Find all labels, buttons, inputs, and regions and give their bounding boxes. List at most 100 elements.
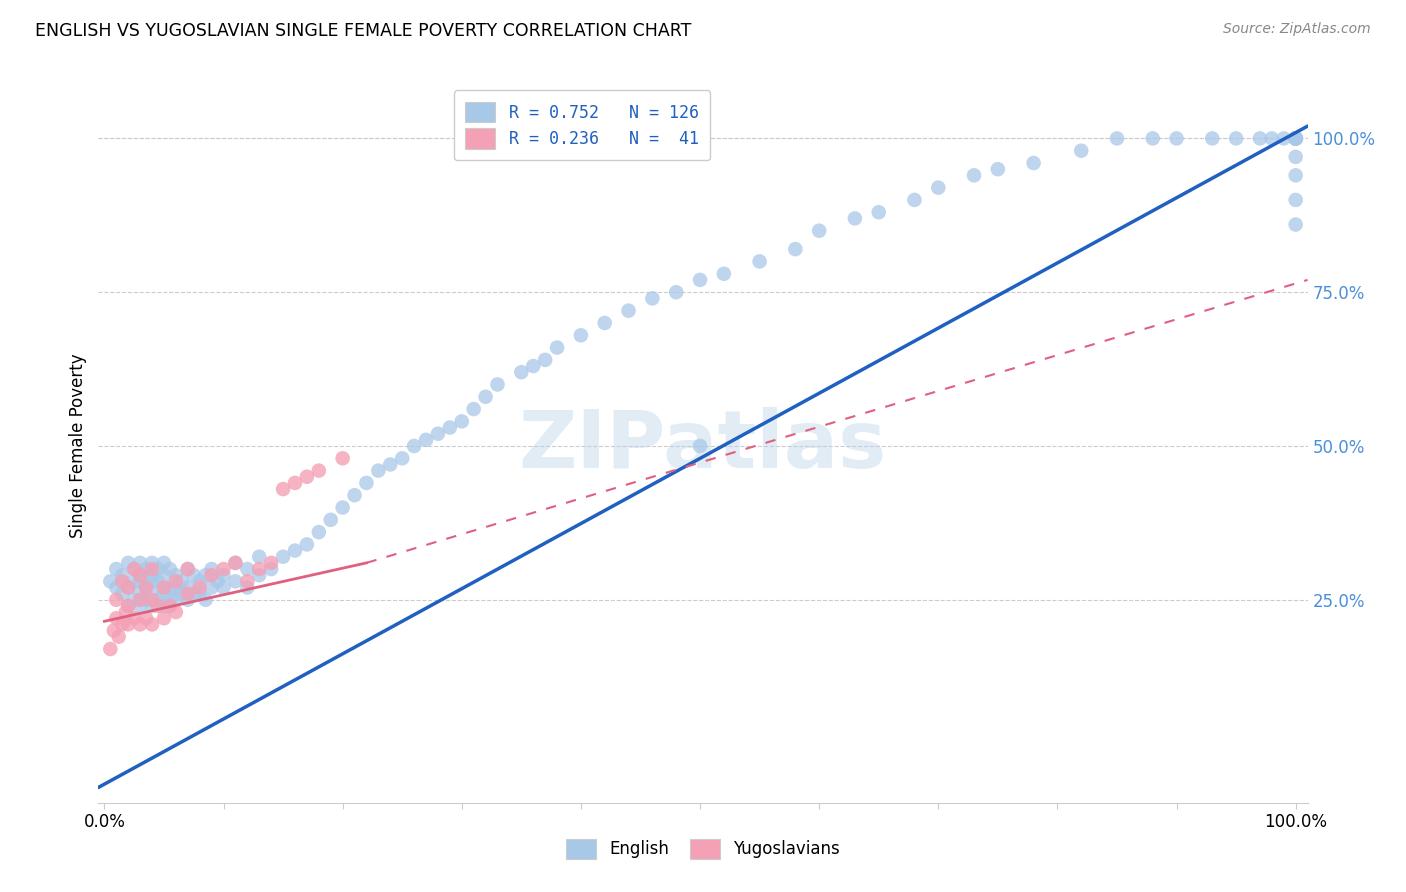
- Point: [1285, 131, 1308, 145]
- Point: [153, 581, 176, 595]
- Point: [1285, 131, 1308, 145]
- Point: [332, 451, 354, 466]
- Point: [141, 556, 163, 570]
- Point: [141, 568, 163, 582]
- Point: [1285, 150, 1308, 164]
- Point: [343, 488, 366, 502]
- Point: [129, 568, 152, 582]
- Point: [569, 328, 592, 343]
- Point: [194, 568, 217, 582]
- Point: [868, 205, 890, 219]
- Point: [1285, 193, 1308, 207]
- Point: [98, 642, 121, 657]
- Point: [117, 581, 139, 595]
- Point: [665, 285, 688, 300]
- Point: [271, 549, 294, 564]
- Point: [117, 581, 139, 595]
- Point: [510, 365, 533, 379]
- Point: [159, 599, 181, 613]
- Point: [165, 568, 187, 582]
- Point: [356, 475, 378, 490]
- Point: [808, 224, 831, 238]
- Point: [129, 599, 152, 613]
- Point: [319, 513, 342, 527]
- Point: [1285, 131, 1308, 145]
- Point: [284, 475, 307, 490]
- Legend: English, Yugoslavians: English, Yugoslavians: [560, 832, 846, 866]
- Point: [426, 426, 449, 441]
- Point: [105, 562, 128, 576]
- Point: [200, 562, 222, 576]
- Point: [212, 568, 235, 582]
- Point: [308, 525, 330, 540]
- Point: [903, 193, 925, 207]
- Point: [224, 574, 246, 589]
- Point: [713, 267, 735, 281]
- Point: [260, 562, 283, 576]
- Point: [170, 574, 193, 589]
- Point: [129, 587, 152, 601]
- Point: [689, 439, 711, 453]
- Point: [212, 581, 235, 595]
- Point: [141, 617, 163, 632]
- Point: [367, 464, 389, 478]
- Point: [1285, 218, 1308, 232]
- Point: [129, 568, 152, 582]
- Point: [135, 562, 157, 576]
- Point: [689, 273, 711, 287]
- Text: ENGLISH VS YUGOSLAVIAN SINGLE FEMALE POVERTY CORRELATION CHART: ENGLISH VS YUGOSLAVIAN SINGLE FEMALE POV…: [35, 22, 692, 40]
- Point: [439, 420, 461, 434]
- Point: [295, 537, 318, 551]
- Point: [1285, 131, 1308, 145]
- Point: [153, 611, 176, 625]
- Point: [188, 574, 211, 589]
- Point: [135, 581, 157, 595]
- Point: [141, 592, 163, 607]
- Point: [236, 574, 259, 589]
- Point: [177, 562, 200, 576]
- Point: [117, 617, 139, 632]
- Point: [177, 581, 200, 595]
- Point: [188, 581, 211, 595]
- Point: [135, 611, 157, 625]
- Point: [129, 617, 152, 632]
- Point: [129, 574, 152, 589]
- Point: [146, 574, 169, 589]
- Point: [170, 587, 193, 601]
- Point: [122, 562, 145, 576]
- Point: [105, 581, 128, 595]
- Point: [207, 574, 229, 589]
- Point: [183, 568, 205, 582]
- Point: [332, 500, 354, 515]
- Point: [159, 581, 181, 595]
- Point: [1225, 131, 1247, 145]
- Point: [1166, 131, 1188, 145]
- Point: [963, 169, 986, 183]
- Point: [927, 180, 949, 194]
- Point: [105, 611, 128, 625]
- Point: [111, 574, 134, 589]
- Point: [117, 599, 139, 613]
- Point: [534, 352, 557, 367]
- Point: [474, 390, 496, 404]
- Point: [271, 482, 294, 496]
- Point: [1201, 131, 1223, 145]
- Point: [122, 611, 145, 625]
- Point: [987, 162, 1010, 177]
- Point: [522, 359, 544, 373]
- Point: [1285, 131, 1308, 145]
- Point: [165, 592, 187, 607]
- Point: [1285, 131, 1308, 145]
- Point: [641, 291, 664, 305]
- Point: [200, 581, 222, 595]
- Point: [141, 599, 163, 613]
- Point: [103, 624, 125, 638]
- Point: [546, 341, 568, 355]
- Point: [117, 599, 139, 613]
- Point: [1142, 131, 1164, 145]
- Point: [153, 556, 176, 570]
- Point: [844, 211, 866, 226]
- Point: [450, 414, 472, 428]
- Point: [107, 630, 129, 644]
- Text: Source: ZipAtlas.com: Source: ZipAtlas.com: [1223, 22, 1371, 37]
